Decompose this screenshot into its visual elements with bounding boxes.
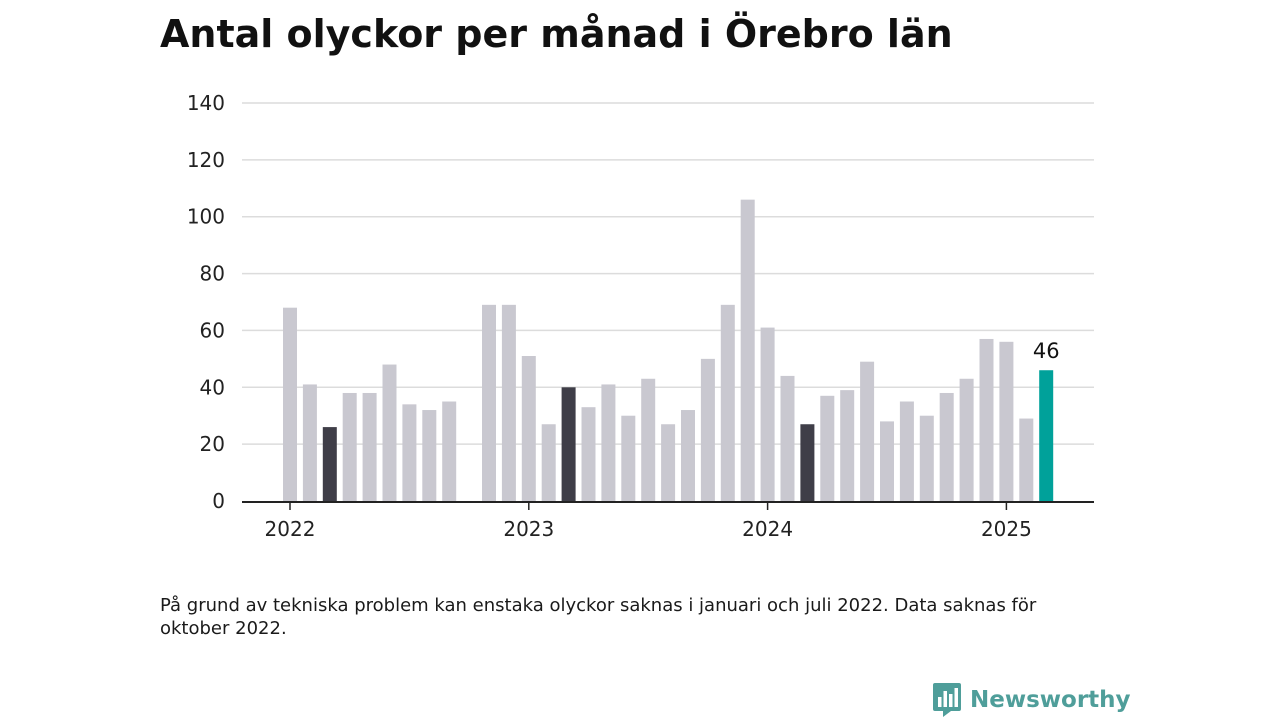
bar — [700, 358, 715, 501]
bar — [581, 407, 596, 501]
bar — [621, 415, 636, 501]
bar — [442, 401, 457, 501]
bar-latest — [1039, 370, 1054, 501]
x-tick-label: 2025 — [981, 517, 1032, 541]
y-tick-label: 20 — [200, 432, 225, 456]
y-tick-label: 60 — [200, 318, 225, 342]
x-axis-ticks: 2022 2023 2024 2025 — [265, 502, 1032, 541]
bar — [720, 304, 735, 501]
bar-march — [800, 424, 815, 501]
data-label-latest: 46 — [1033, 339, 1060, 363]
bar — [780, 375, 795, 501]
x-tick-label: 2023 — [503, 517, 554, 541]
bar — [422, 410, 437, 501]
y-tick-label: 0 — [212, 489, 225, 513]
bar — [382, 364, 397, 501]
bar-march — [322, 427, 337, 501]
y-tick-label: 120 — [187, 148, 225, 172]
brand-name: Newsworthy — [970, 687, 1131, 713]
bar — [840, 390, 855, 501]
bar — [1019, 418, 1034, 501]
bar — [541, 424, 556, 501]
y-axis-ticks: 0 20 40 60 80 100 120 140 — [187, 91, 225, 513]
x-tick-label: 2024 — [742, 517, 793, 541]
brand-logo: Newsworthy — [932, 682, 1131, 718]
y-tick-label: 140 — [187, 91, 225, 115]
bar — [661, 424, 676, 501]
data-labels: 46 — [1033, 339, 1060, 363]
bar-march — [561, 387, 576, 501]
y-tick-label: 40 — [200, 375, 225, 399]
bar — [959, 378, 974, 501]
bar — [979, 338, 994, 501]
bar — [860, 361, 875, 501]
bar — [939, 392, 954, 501]
bar — [760, 327, 775, 501]
bar — [482, 304, 496, 501]
bar — [283, 307, 297, 501]
bar — [820, 395, 835, 501]
bar — [681, 410, 695, 501]
newsworthy-logo-icon — [933, 683, 961, 717]
bar — [362, 392, 377, 501]
bar — [342, 392, 357, 501]
chart-title: Antal olyckor per månad i Örebro län — [160, 12, 953, 56]
bar — [740, 199, 755, 501]
bars — [283, 199, 1054, 501]
bar — [880, 421, 894, 501]
bar — [601, 384, 616, 501]
y-tick-label: 80 — [200, 262, 225, 286]
bar — [501, 304, 516, 501]
bar — [899, 401, 914, 501]
bar — [402, 404, 417, 501]
bar — [919, 415, 934, 501]
y-tick-label: 100 — [187, 205, 225, 229]
x-tick-label: 2022 — [265, 517, 316, 541]
footnote: På grund av tekniska problem kan enstaka… — [160, 595, 1037, 639]
bar — [999, 341, 1014, 501]
bar — [302, 384, 317, 501]
bar — [521, 356, 536, 501]
bar — [641, 378, 656, 501]
